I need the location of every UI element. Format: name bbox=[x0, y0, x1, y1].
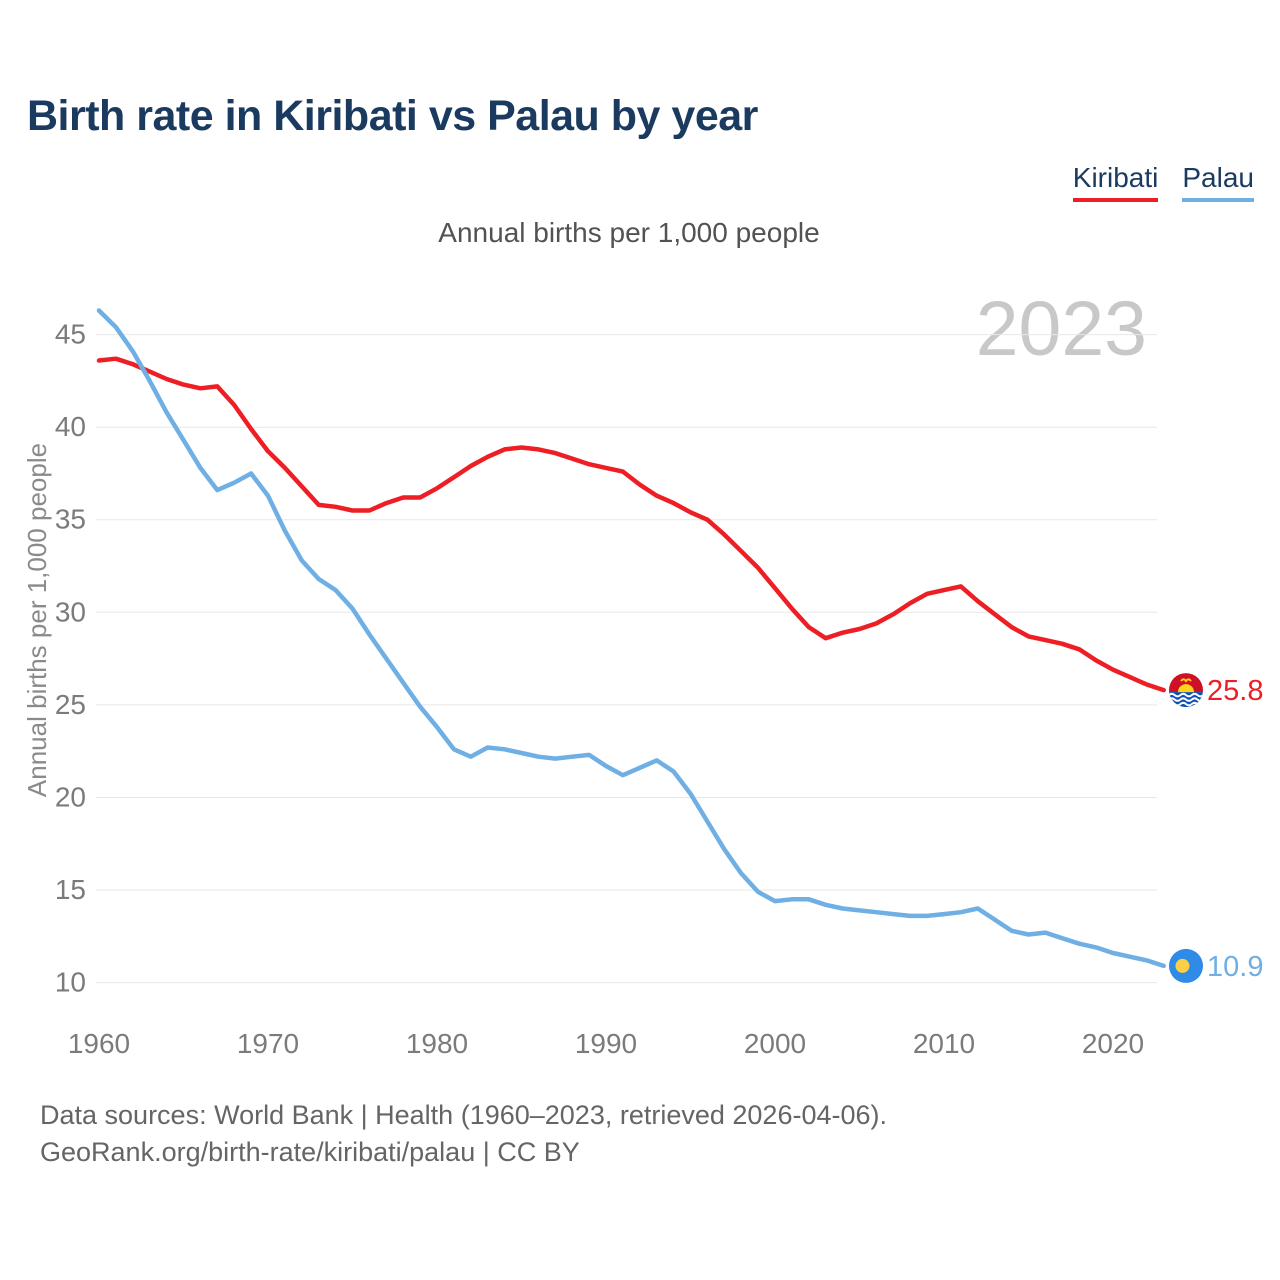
x-tick-label: 2010 bbox=[913, 1028, 975, 1059]
x-tick-label: 1970 bbox=[237, 1028, 299, 1059]
y-tick-label: 30 bbox=[55, 596, 86, 627]
kiribati-flag-wave bbox=[1169, 701, 1203, 707]
x-tick-label: 1960 bbox=[68, 1028, 130, 1059]
y-tick-label: 45 bbox=[55, 319, 86, 350]
end-markers bbox=[1169, 673, 1203, 983]
palau-flag-icon bbox=[1169, 948, 1203, 983]
y-tick-label: 40 bbox=[55, 411, 86, 442]
year-watermark: 2023 bbox=[975, 286, 1147, 372]
y-axis-ticks: 45 40 35 30 25 20 15 10 bbox=[55, 319, 86, 998]
x-tick-label: 2000 bbox=[744, 1028, 806, 1059]
kiribati-line bbox=[96, 356, 1166, 693]
footer: Data sources: World Bank | Health (1960–… bbox=[40, 1097, 887, 1171]
legend-item-kiribati[interactable]: Kiribati bbox=[1072, 162, 1159, 202]
palau-end-value: 10.9 bbox=[1207, 951, 1263, 983]
footer-attribution-line: GeoRank.org/birth-rate/kiribati/palau | … bbox=[40, 1137, 580, 1167]
legend: Kiribati Palau bbox=[1072, 162, 1254, 202]
gridlines bbox=[96, 334, 1157, 984]
chart-subtitle: Annual births per 1,000 people bbox=[438, 217, 820, 248]
legend-item-palau[interactable]: Palau bbox=[1182, 162, 1254, 202]
y-tick-label: 35 bbox=[55, 504, 86, 535]
kiribati-flag-icon bbox=[1169, 673, 1203, 708]
kiribati-flag-wave bbox=[1169, 692, 1203, 698]
kiribati-flag-sun bbox=[1178, 684, 1194, 693]
y-tick-label: 10 bbox=[55, 967, 86, 998]
y-tick-label: 20 bbox=[55, 782, 86, 813]
end-value-labels: 25.8 10.9 bbox=[1207, 675, 1263, 983]
x-axis-ticks: 1960 1970 1980 1990 2000 2010 2020 bbox=[68, 1028, 1144, 1059]
palau-line bbox=[96, 308, 1166, 969]
page-title: Birth rate in Kiribati vs Palau by year bbox=[27, 92, 758, 140]
y-tick-label: 25 bbox=[55, 689, 86, 720]
palau-flag-moon bbox=[1175, 958, 1190, 973]
footer-sources-line: Data sources: World Bank | Health (1960–… bbox=[40, 1100, 887, 1130]
kiribati-flag-bird bbox=[1180, 678, 1192, 683]
series-lines bbox=[96, 308, 1166, 969]
x-tick-label: 2020 bbox=[1082, 1028, 1144, 1059]
x-tick-label: 1980 bbox=[406, 1028, 468, 1059]
kiribati-flag-wave bbox=[1169, 697, 1203, 702]
kiribati-end-value: 25.8 bbox=[1207, 675, 1263, 707]
y-tick-label: 15 bbox=[55, 874, 86, 905]
x-tick-label: 1990 bbox=[575, 1028, 637, 1059]
